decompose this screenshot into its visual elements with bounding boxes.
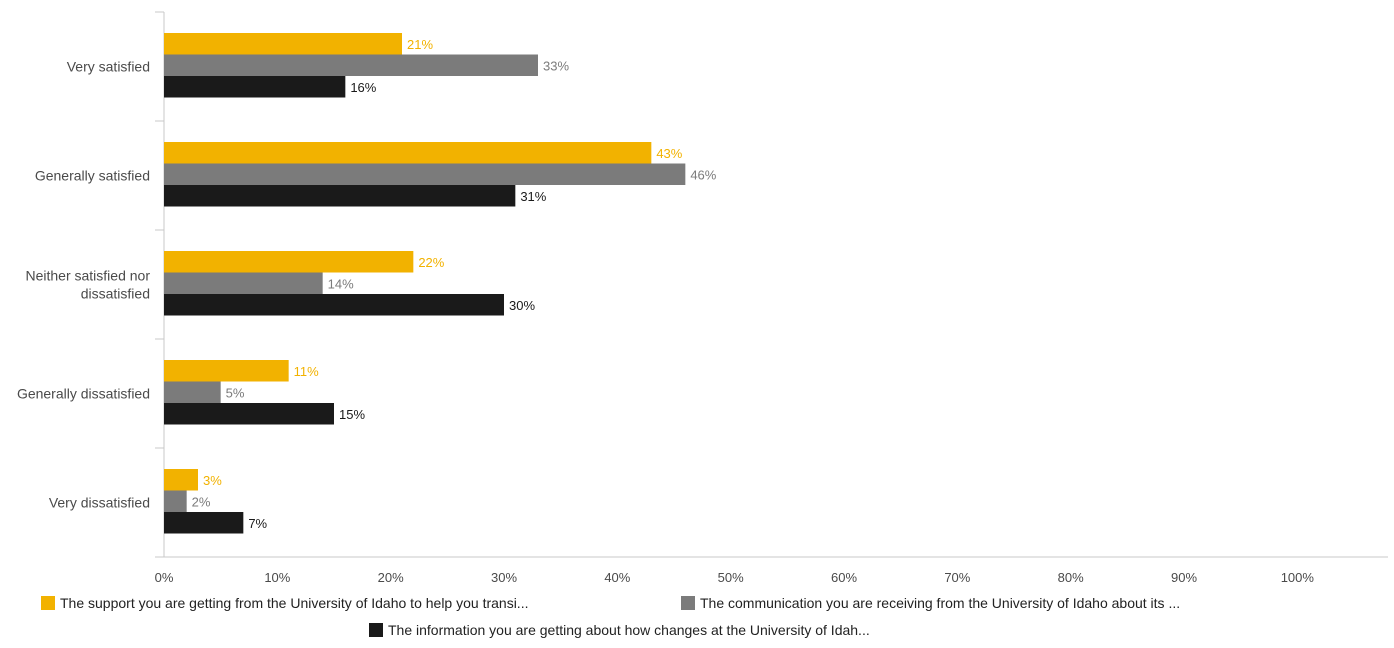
data-label: 30% [509,298,535,313]
x-tick-label: 10% [264,570,290,585]
data-label: 2% [192,494,211,509]
bar [164,381,221,403]
data-label: 21% [407,37,433,52]
x-tick-label: 50% [718,570,744,585]
legend-label: The communication you are receiving from… [700,595,1180,611]
data-label: 43% [656,146,682,161]
bar [164,360,289,382]
x-tick-label: 60% [831,570,857,585]
category-labels: Very satisfied Generally satisfied Neither… [17,59,150,511]
bar [164,272,323,294]
bar [164,469,198,491]
x-tick-label: 40% [604,570,630,585]
category-label: Very satisfied [67,59,150,75]
category-label: Very dissatisfied [49,495,150,511]
bar [164,403,334,425]
bars: 21% 43% 22% 11% 3% 33% 46% 14% 5% 2% 16% 31% 30% 15% 7… [164,33,717,534]
data-label: 15% [339,407,365,422]
legend-swatch [41,596,55,610]
data-label: 22% [418,255,444,270]
data-label: 3% [203,473,222,488]
legend-label: The support you are getting from the Uni… [60,595,528,611]
data-label: 14% [328,276,354,291]
data-label: 46% [690,167,716,182]
bar [164,512,244,534]
bar [164,163,686,185]
x-tick-label: 80% [1058,570,1084,585]
data-label: 31% [520,189,546,204]
bar [164,33,402,55]
data-label: 16% [350,80,376,95]
bar [164,294,504,316]
category-label: Generally dissatisfied [17,386,150,402]
bar [164,490,187,512]
category-label: Neither satisfied nor dissatisfied [25,268,150,302]
x-tick-label: 30% [491,570,517,585]
bar [164,185,516,207]
x-tick-label: 20% [378,570,404,585]
data-label: 33% [543,58,569,73]
x-tick-label: 70% [944,570,970,585]
legend-item: The support you are getting from the Uni… [41,595,528,611]
data-label: 11% [294,364,319,379]
x-tick-labels: 0% 10% 20% 30% 40% 50% 60% 70% 80% 90% 100% [155,570,1315,585]
bar [164,54,538,76]
x-tick-label: 0% [155,570,174,585]
bar [164,251,414,273]
bar [164,142,652,164]
x-tick-label: 100% [1281,570,1315,585]
legend-label: The information you are getting about ho… [388,622,870,638]
bar [164,76,346,98]
x-tick-label: 90% [1171,570,1197,585]
data-label: 5% [226,385,245,400]
category-label: Generally satisfied [35,168,150,184]
legend-swatch [369,623,383,637]
legend: The support you are getting from the Uni… [41,595,1180,638]
legend-item: The information you are getting about ho… [369,622,870,638]
data-label: 7% [248,516,267,531]
legend-swatch [681,596,695,610]
legend-item: The communication you are receiving from… [681,595,1180,611]
